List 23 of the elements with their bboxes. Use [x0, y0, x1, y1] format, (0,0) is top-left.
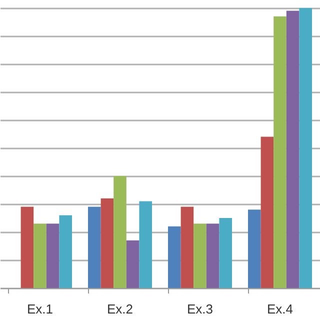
x-tick-label: Ex.1: [26, 302, 54, 316]
x-tick-label: Ex.4: [266, 302, 294, 316]
x-tick-label: Ex.2: [106, 302, 134, 316]
bar: [126, 240, 140, 288]
bar: [286, 10, 300, 288]
bar: [206, 224, 220, 288]
bar: [260, 136, 274, 288]
bar: [194, 224, 206, 288]
bar: [100, 198, 114, 288]
bar: [139, 201, 152, 288]
bar: [180, 206, 194, 288]
bar: [88, 206, 101, 288]
bar: [46, 224, 60, 288]
bar: [299, 8, 312, 288]
bar: [274, 16, 286, 288]
bar: [59, 215, 72, 288]
bar: [114, 176, 126, 288]
bar: [219, 218, 232, 288]
bar: [20, 206, 34, 288]
bar: [248, 210, 261, 288]
x-tick-label: Ex.3: [186, 302, 214, 316]
bar: [34, 224, 46, 288]
bar: [168, 226, 181, 288]
